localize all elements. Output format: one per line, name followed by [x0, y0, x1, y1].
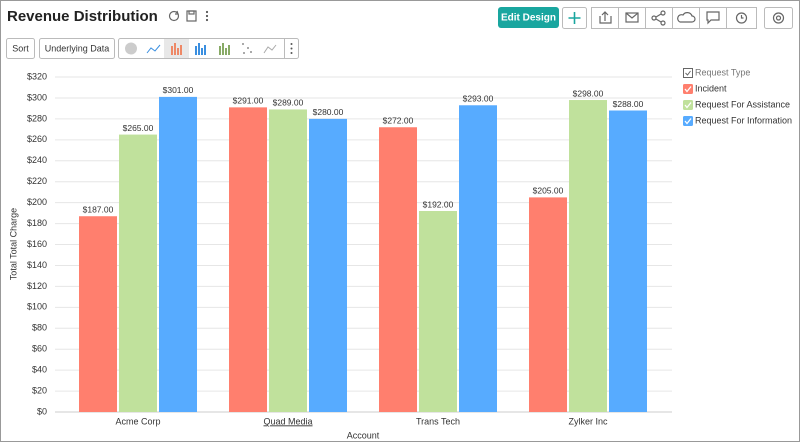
value-label: $289.00 [273, 98, 304, 108]
legend-title-checkbox[interactable] [683, 68, 693, 78]
bar [379, 127, 417, 412]
refresh-icon[interactable] [168, 10, 180, 22]
value-label: $301.00 [163, 85, 194, 95]
legend-label: Incident [695, 83, 727, 93]
edit-design-label[interactable]: Edit Design [501, 13, 556, 24]
y-tick-label: $260 [27, 134, 47, 144]
schedule-button[interactable] [726, 7, 757, 29]
bar [609, 110, 647, 412]
sort-label[interactable]: Sort [12, 43, 29, 53]
bar [119, 134, 157, 412]
email-button[interactable] [618, 7, 646, 29]
value-label: $187.00 [83, 204, 114, 214]
y-tick-label: $180 [27, 218, 47, 228]
bar [79, 216, 117, 412]
x-axis-title: Account [347, 430, 380, 440]
y-tick-label: $80 [32, 323, 47, 333]
bar [419, 211, 457, 412]
value-label: $192.00 [423, 199, 454, 209]
edit-design-button[interactable]: Edit Design [498, 7, 559, 28]
y-tick-label: $40 [32, 365, 47, 375]
legend-checkbox [683, 84, 693, 94]
add-button[interactable] [562, 7, 587, 29]
bar [569, 100, 607, 412]
value-label: $293.00 [463, 94, 494, 104]
bar [269, 109, 307, 412]
legend-label: Request For Assistance [695, 99, 790, 109]
y-tick-label: $100 [27, 302, 47, 312]
legend-item[interactable]: Incident [683, 83, 727, 94]
sort-button[interactable]: Sort [6, 38, 35, 59]
y-tick-label: $300 [27, 92, 47, 102]
settings-button[interactable] [764, 7, 793, 29]
value-label: $272.00 [383, 116, 414, 126]
x-tick-label: Acme Corp [115, 416, 160, 426]
legend-title: Request Type [695, 67, 750, 77]
y-tick-label: $220 [27, 176, 47, 186]
legend-check [684, 118, 692, 125]
y-tick-label: $0 [37, 406, 47, 416]
bar [459, 105, 497, 412]
y-tick-label: $160 [27, 239, 47, 249]
legend-checkbox [683, 116, 693, 126]
legend-item[interactable]: Request For Assistance [683, 99, 790, 110]
legend-check [684, 86, 692, 93]
value-label: $291.00 [233, 96, 264, 106]
export-button[interactable] [591, 7, 619, 29]
value-label: $288.00 [613, 99, 644, 109]
legend-checkbox [683, 100, 693, 110]
x-tick-label: Trans Tech [416, 416, 460, 426]
y-tick-label: $200 [27, 197, 47, 207]
y-tick-label: $60 [32, 344, 47, 354]
chart-type-group[interactable] [118, 38, 299, 59]
publish-button[interactable] [672, 7, 700, 29]
value-label: $298.00 [573, 88, 604, 98]
legend-label: Request For Information [695, 115, 792, 125]
y-tick-label: $280 [27, 113, 47, 123]
comment-button[interactable] [699, 7, 727, 29]
underlying-data-button[interactable]: Underlying Data [39, 38, 115, 59]
y-tick-label: $320 [27, 71, 47, 81]
bar [159, 96, 197, 412]
y-tick-label: $240 [27, 155, 47, 165]
more-icon[interactable] [205, 10, 209, 22]
y-tick-label: $140 [27, 260, 47, 270]
legend-check [684, 102, 692, 109]
x-tick-label: Zylker Inc [568, 416, 608, 426]
legend-item[interactable]: Request For Information [683, 115, 792, 126]
share-button[interactable] [645, 7, 673, 29]
save-icon[interactable] [186, 10, 197, 22]
y-tick-label: $120 [27, 281, 47, 291]
underlying-data-label[interactable]: Underlying Data [45, 43, 110, 53]
bar [309, 118, 347, 412]
value-label: $205.00 [533, 186, 564, 196]
value-label: $280.00 [313, 107, 344, 117]
bar [229, 107, 267, 412]
value-label: $265.00 [123, 123, 154, 133]
bar [529, 197, 567, 412]
y-axis-title: Total Total Charge [8, 208, 18, 280]
x-tick-label: Quad Media [263, 416, 312, 426]
y-tick-label: $20 [32, 385, 47, 395]
report-title: Revenue Distribution [7, 8, 158, 25]
